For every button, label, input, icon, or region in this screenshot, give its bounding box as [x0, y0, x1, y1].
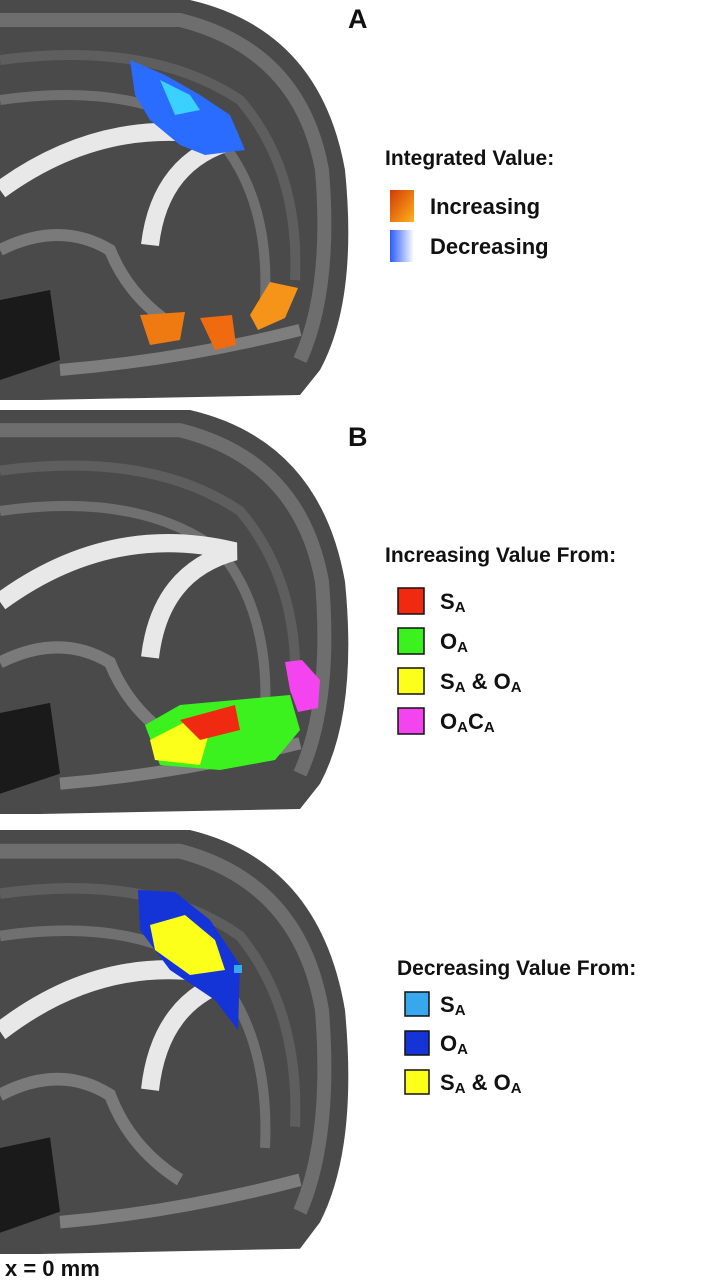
legend-label: Increasing — [430, 194, 540, 219]
legend-swatch — [397, 587, 425, 615]
legend-title: Integrated Value: — [385, 147, 554, 170]
legend-label: SA & OA — [440, 669, 522, 696]
activation — [200, 315, 236, 350]
panel-label: B — [348, 422, 368, 452]
legend-swatch — [397, 627, 425, 655]
legend-swatch — [404, 991, 430, 1017]
legend-label-part: A — [455, 1080, 466, 1097]
legend-swatch — [397, 707, 425, 735]
legend-label: SA & OA — [440, 1070, 522, 1097]
legend-label-part: A — [457, 719, 468, 736]
activation — [160, 80, 200, 115]
activation — [250, 282, 298, 330]
legend-label-part: O — [440, 709, 457, 734]
legend-label: OACA — [440, 709, 495, 736]
legend-swatch — [404, 1069, 430, 1095]
legend-title: Increasing Value From: — [385, 544, 616, 567]
legend-label: OA — [440, 629, 468, 656]
legend-label-part: & O — [466, 1070, 511, 1095]
legend-label-part: C — [468, 709, 484, 734]
legend-label-part: A — [455, 679, 466, 696]
activation — [234, 965, 242, 973]
legend-label-part: S — [440, 669, 455, 694]
footer: x = 0 mm — [5, 1256, 100, 1280]
legend-label-part: A — [457, 639, 468, 656]
activation — [140, 312, 185, 345]
legend-label-part: O — [440, 629, 457, 654]
legend-label-part: A — [455, 1002, 466, 1019]
legend-title: Decreasing Value From: — [397, 957, 636, 980]
activation — [180, 705, 240, 740]
legend-label-part: Decreasing — [430, 234, 549, 259]
legend-swatch — [390, 190, 414, 222]
legend-label-part: A — [511, 1080, 522, 1097]
legend-label: SA — [440, 992, 466, 1019]
legend-label-part: A — [457, 1041, 468, 1058]
activation — [150, 915, 225, 975]
legend-label-part: A — [484, 719, 495, 736]
legend-label-part: & O — [466, 669, 511, 694]
legend-label: SA — [440, 589, 466, 616]
activation — [285, 660, 320, 712]
legend-label-part: S — [440, 1070, 455, 1095]
legend-swatch — [390, 230, 414, 262]
legend-label-part: S — [440, 589, 455, 614]
legend-label-part: A — [455, 599, 466, 616]
legend-label-part: S — [440, 992, 455, 1017]
legend-label-part: O — [440, 1031, 457, 1056]
legend-label: Decreasing — [430, 234, 549, 259]
legend-label-part: A — [511, 679, 522, 696]
legend-swatch — [397, 667, 425, 695]
legend-label-part: Increasing — [430, 194, 540, 219]
legend-label: OA — [440, 1031, 468, 1058]
legend-swatch — [404, 1030, 430, 1056]
panel-label: A — [348, 4, 368, 34]
